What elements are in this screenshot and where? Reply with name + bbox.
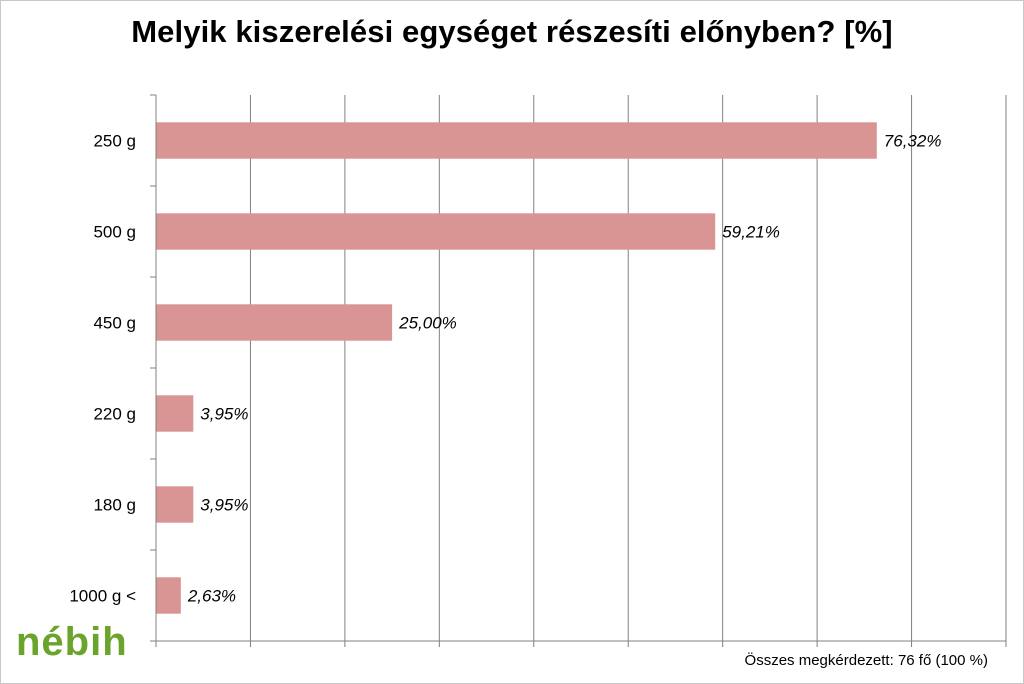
data-label: 59,21% [722,223,780,242]
chart-title: Melyik kiszerelési egységet részesíti el… [131,14,893,49]
nebih-logo: nébih [16,622,128,662]
category-label: 1000 g < [69,587,136,606]
bar [156,577,181,614]
bar [156,122,877,159]
bar [156,395,194,432]
data-label: 25,00% [398,314,457,333]
category-label: 500 g [93,223,136,242]
bar [156,304,393,341]
category-label: 180 g [93,496,136,515]
data-label: 76,32% [884,132,942,151]
data-label: 3,95% [200,405,248,424]
bar [156,213,716,250]
data-label: 3,95% [200,496,248,515]
y-axis: 250 g 500 g 450 g 220 g 180 g 1000 g < [69,94,1007,647]
category-label: 220 g [93,405,136,424]
logo-text: nébih [16,620,128,664]
category-label: 250 g [93,132,136,151]
category-label: 450 g [93,314,136,333]
respondents-note: Összes megkérdezett: 76 fő (100 %) [744,652,988,669]
data-label: 2,63% [187,587,236,606]
bars: 76,32% 59,21% 25,00% 3,95% 3,95% 2,63% [156,122,942,614]
gridlines [249,95,1007,641]
bar [156,486,194,523]
